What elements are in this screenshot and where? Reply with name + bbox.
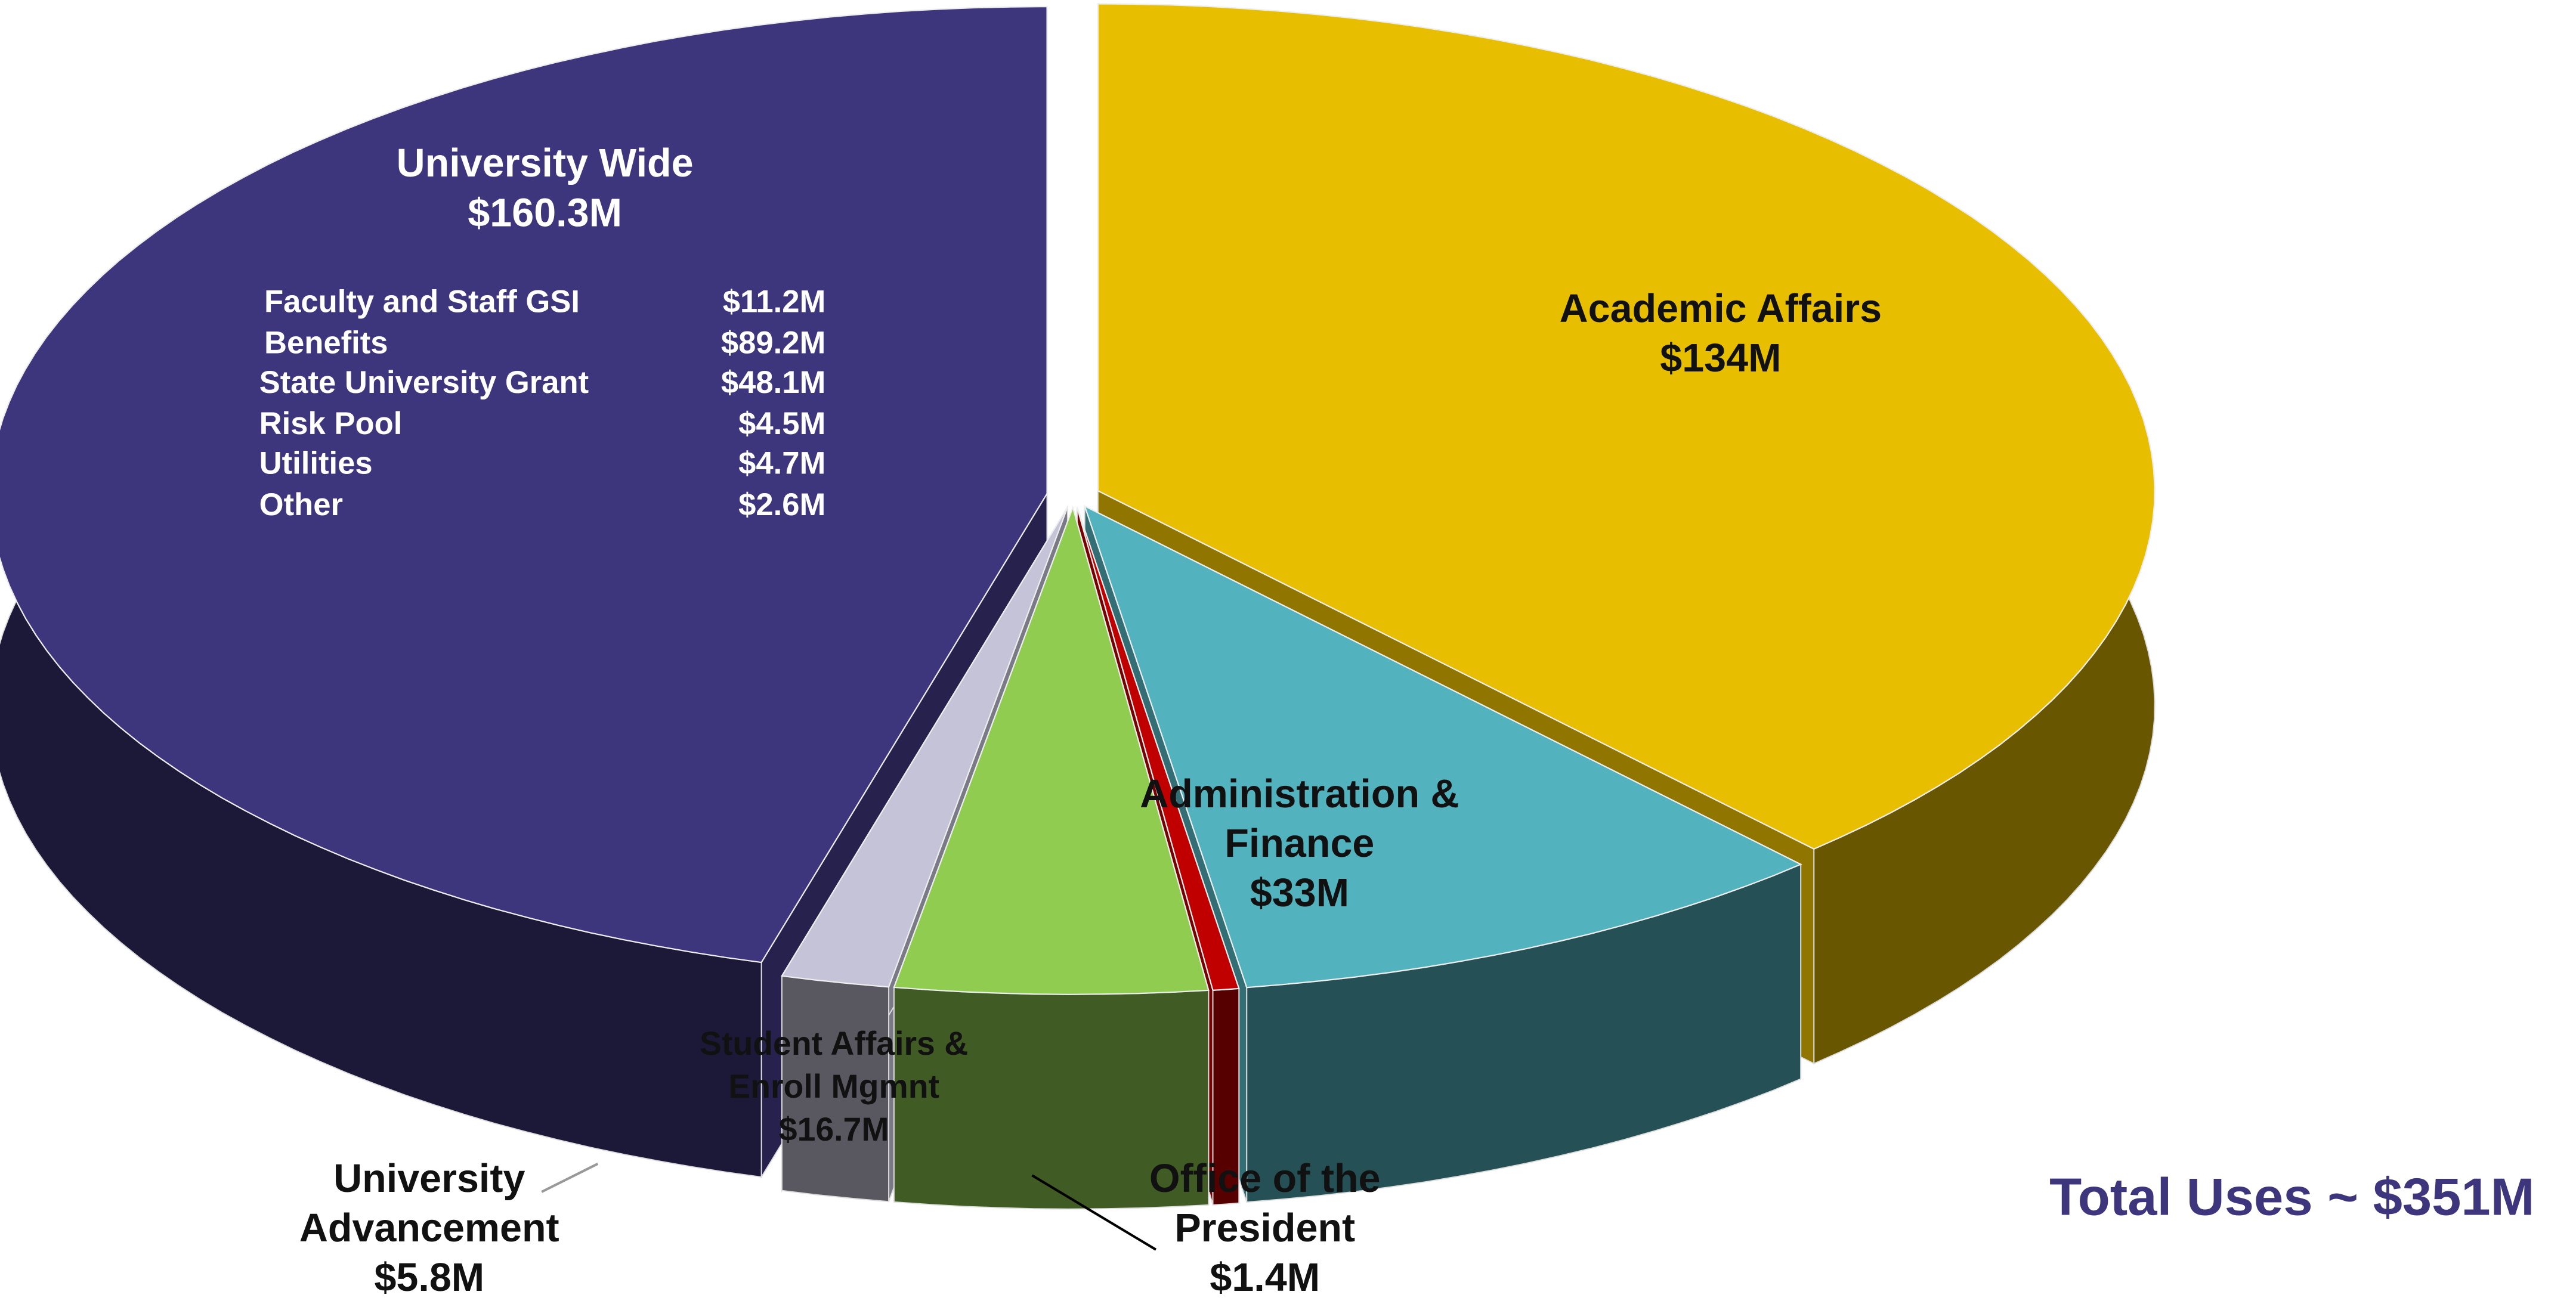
breakdown-amount: $89.2M	[720, 326, 826, 361]
leader-line	[541, 1162, 599, 1193]
pie-slice	[781, 506, 1068, 988]
pie-slice	[1097, 3, 2156, 850]
category-name: University Advancement	[299, 1157, 559, 1252]
category-name: University Wide	[396, 142, 694, 187]
breakdown-amount: $11.2M	[722, 285, 826, 321]
slice-label: Administration & Finance $33M	[1102, 771, 1498, 919]
value-label: $16.7M	[778, 1113, 889, 1149]
slice-label: Office of the President $1.4M	[1100, 1156, 1430, 1304]
breakdown-name: Benefits	[264, 326, 388, 361]
slice-label: Student Affairs & Enroll Mgmnt $16.7M	[669, 1024, 999, 1153]
breakdown-amount: $48.1M	[720, 366, 826, 401]
breakdown-name: Other	[259, 488, 344, 523]
value-label: $5.8M	[374, 1256, 485, 1301]
breakdown-name: Risk Pool	[259, 407, 403, 442]
pie-slice	[1076, 507, 1240, 992]
breakdown-name: Faculty and Staff GSI	[264, 285, 580, 321]
value-label: $160.3M	[468, 191, 622, 236]
category-name: Academic Affairs	[1559, 287, 1882, 332]
breakdown-amount: $4.7M	[738, 447, 826, 482]
pie-slice	[0, 5, 1048, 964]
category-name: Administration & Finance	[1140, 772, 1459, 867]
breakdown-name: Utilities	[259, 447, 373, 482]
slice-label: University Advancement $5.8M	[248, 1156, 611, 1304]
total-annotation: Total Uses ~ $351M	[2049, 1167, 2535, 1227]
breakdown-amount: $4.5M	[738, 407, 826, 442]
slice-label: Academic Affairs $134M	[1473, 286, 1969, 385]
breakdown-name: State University Grant	[259, 366, 589, 401]
value-label: $33M	[1250, 871, 1349, 916]
pie-slice	[1083, 504, 1802, 989]
category-name: Office of the President	[1149, 1157, 1381, 1252]
value-label: $134M	[1660, 336, 1782, 382]
breakdown-amount: $2.6M	[738, 488, 826, 523]
slice-label: University Wide $160.3M	[297, 140, 793, 239]
pie-slice	[893, 505, 1210, 995]
leader-line	[1031, 1174, 1157, 1251]
category-name: Student Affairs & Enroll Mgmnt	[700, 1027, 969, 1106]
value-label: $1.4M	[1210, 1256, 1321, 1301]
